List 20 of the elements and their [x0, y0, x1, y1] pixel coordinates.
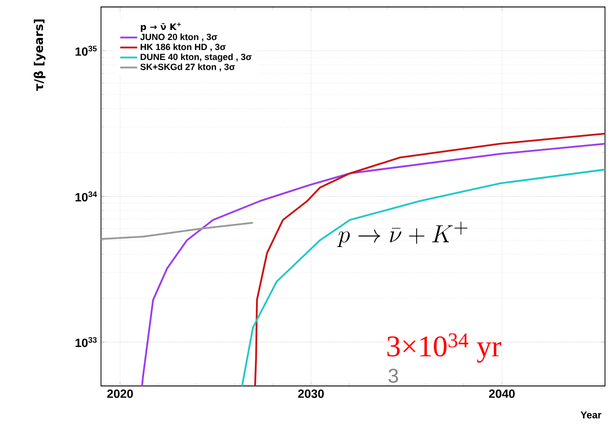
y-tick-label: 10$^{33}$ — [76, 337, 97, 348]
y-tick-label: 10$^{35}$ — [76, 46, 97, 56]
x-tick-label: 2030 — [298, 389, 324, 398]
y-axis-title: τ/β [years] — [34, 19, 46, 91]
legend-label: JUNO 20 kton , 3σ — [140, 34, 218, 42]
annotation: $p \rightarrow \bar{\nu} + K^{+}$ — [337, 222, 468, 248]
line-series — [241, 168, 606, 386]
line-series — [141, 142, 606, 386]
x-axis-title: Year — [580, 411, 602, 418]
legend-label: SK+SKGd 27 kton , 3σ — [140, 63, 235, 72]
y-tick-label: 10$^{34}$ — [76, 191, 97, 202]
line-series — [254, 132, 606, 386]
x-tick-label: 2040 — [489, 389, 515, 398]
annotation: 3×10$^{34}$ yr — [387, 333, 502, 363]
x-tick-label: 2020 — [107, 389, 133, 398]
legend-label: HK 186 kton HD , 3σ — [140, 44, 226, 52]
legend-label: DUNE 40 kton, staged , 3σ — [140, 53, 252, 62]
line-series — [101, 222, 254, 240]
legend-title: p → ν̄ K$^{+}$ — [140, 22, 181, 32]
annotation: 3 — [388, 368, 398, 383]
